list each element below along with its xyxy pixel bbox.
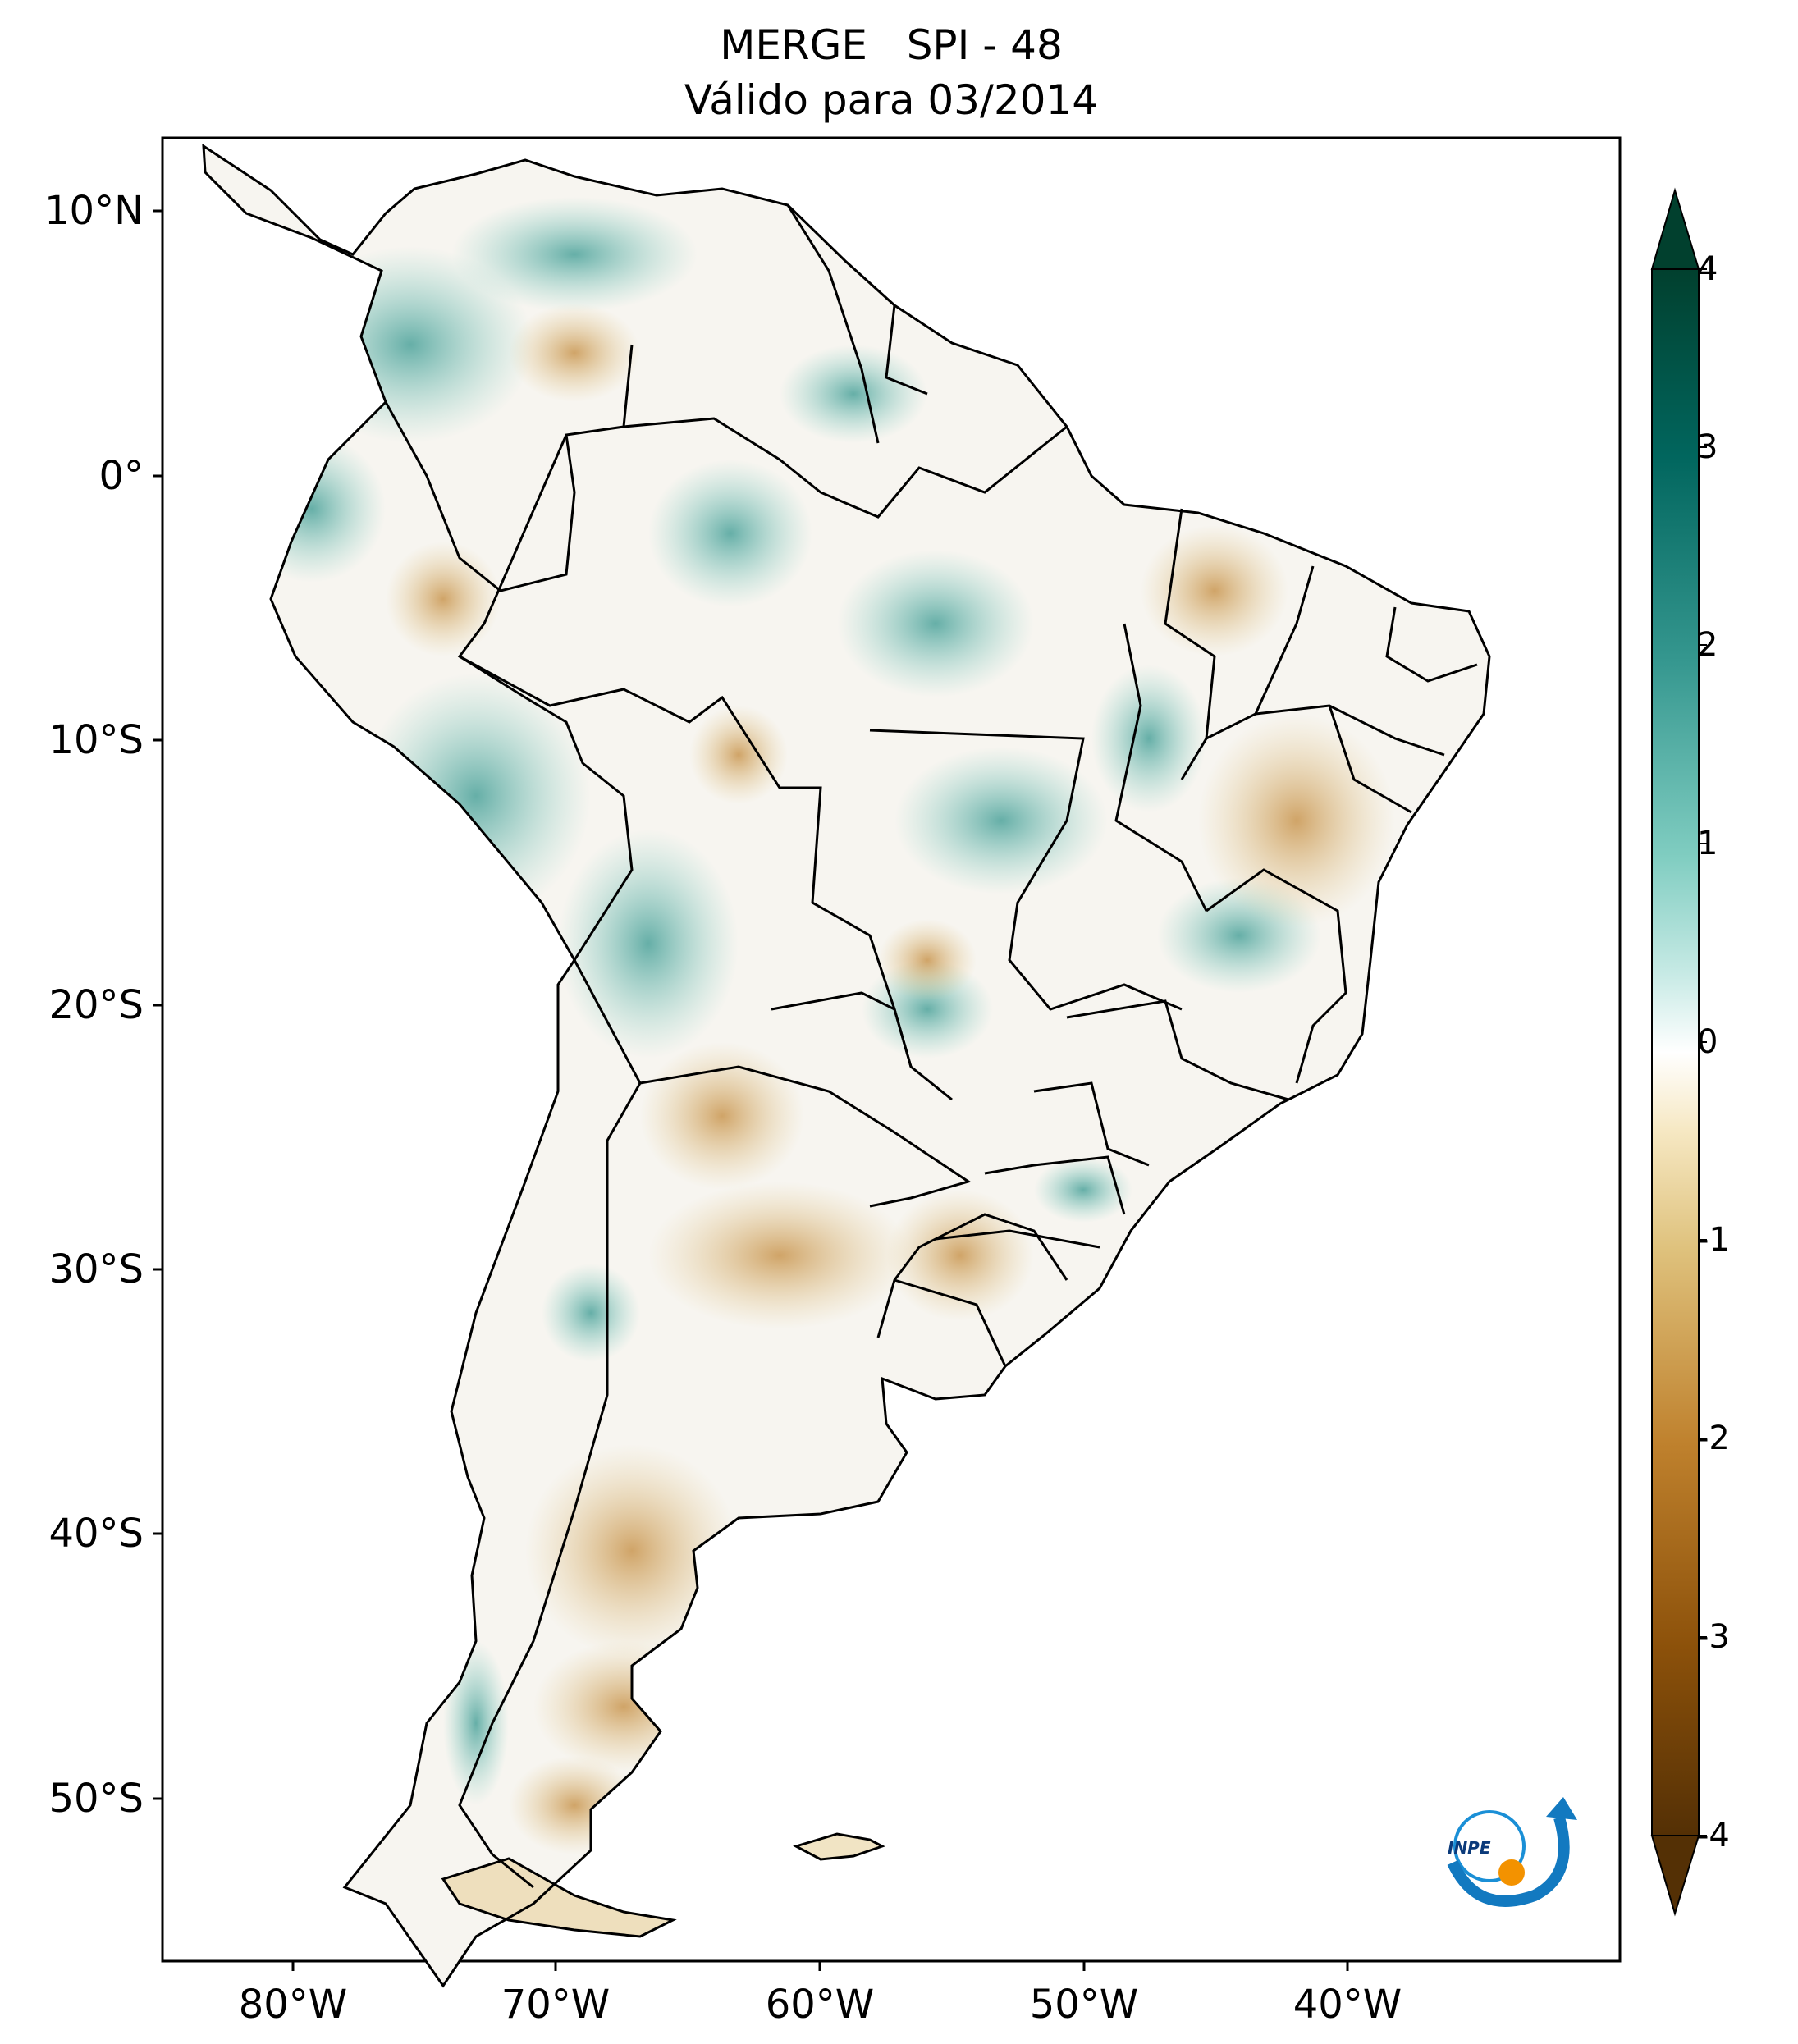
x-tick-label: 60°W (765, 1982, 875, 2028)
colorbar-tick-label: 1 (1697, 825, 1718, 862)
border-line (623, 417, 1068, 519)
dry-area (1141, 525, 1288, 656)
logo-swoosh (1447, 1816, 1570, 1907)
border-line (384, 344, 634, 592)
colorbar-tick-label: 3 (1697, 428, 1718, 466)
wet-area (837, 550, 1034, 697)
border-line (1328, 705, 1412, 814)
colorbar-top-extension (1650, 187, 1700, 270)
y-tick-label: 20°S (48, 982, 144, 1028)
dry-area (878, 919, 977, 1001)
y-tick-label: 0° (98, 453, 144, 499)
colorbar-body (1651, 268, 1700, 1836)
logo-arrow (1546, 1797, 1577, 1820)
inpe-logo (1447, 1797, 1577, 1907)
logo-ring (1453, 1810, 1526, 1882)
political-borders (384, 204, 1478, 1889)
wet-area (451, 197, 698, 312)
map-title: MERGE SPI - 48 (720, 21, 1063, 69)
logo-sun (1498, 1859, 1525, 1886)
axis-ticks (153, 209, 1349, 1971)
colorbar-tick-label: -3 (1697, 1618, 1730, 1656)
x-tick-label: 70°W (501, 1982, 611, 2028)
border-line (639, 1065, 972, 1208)
x-tick-label: 40°W (1292, 1982, 1402, 2028)
border-line (869, 729, 1183, 1011)
colorbar-tick-label: -4 (1697, 1817, 1730, 1854)
dry-area (886, 1190, 1034, 1321)
dry-area (386, 542, 501, 656)
falkland-islands (793, 1832, 885, 1861)
border-line (459, 655, 913, 1068)
tierra-del-fuego (441, 1857, 677, 1938)
wet-area (558, 829, 739, 1059)
border-line (771, 991, 953, 1101)
y-tick-label: 30°S (48, 1246, 144, 1292)
colorbar (1650, 187, 1707, 1917)
border-line (984, 1155, 1126, 1215)
logo-text: INPE (1448, 1838, 1491, 1858)
colorbar-tick-label: 2 (1697, 626, 1718, 664)
border-line (1114, 623, 1208, 912)
border-line (935, 1229, 1100, 1249)
border-line (1385, 606, 1478, 683)
border-line (1033, 1081, 1150, 1167)
border-line (458, 959, 642, 1889)
border-line (1206, 565, 1315, 740)
dry-area (689, 706, 788, 804)
border-line (457, 434, 634, 961)
wet-area (894, 747, 1108, 894)
border-line (876, 1213, 1068, 1338)
dry-area (648, 1182, 911, 1329)
colorbar-tick-label: 4 (1697, 250, 1718, 288)
colorbar-tick-label: 0 (1697, 1023, 1718, 1061)
y-tick-label: 40°S (48, 1511, 144, 1557)
colorbar-tick-label: -2 (1697, 1420, 1730, 1457)
dry-area (1198, 714, 1395, 927)
border-line (1164, 508, 1216, 780)
wet-area (1091, 665, 1206, 812)
colorbar-tick-label: -1 (1697, 1221, 1730, 1259)
border-line (885, 304, 928, 396)
wet-area (780, 345, 927, 443)
border-line (786, 204, 880, 444)
dry-area (640, 1042, 804, 1190)
dry-area (509, 304, 640, 402)
border-line (1255, 704, 1445, 757)
border-line (894, 1278, 1007, 1367)
y-tick-label: 50°S (48, 1776, 144, 1822)
border-line (1066, 999, 1289, 1101)
wet-area (1034, 1157, 1132, 1223)
wet-area (648, 460, 812, 607)
y-tick-label: 10°N (44, 188, 144, 234)
map-subtitle: Válido para 03/2014 (684, 76, 1099, 124)
border-line (1206, 868, 1347, 1084)
x-tick-label: 80°W (238, 1982, 348, 2028)
x-tick-label: 50°W (1029, 1982, 1139, 2028)
y-tick-label: 10°S (48, 717, 144, 763)
coastline (202, 144, 1491, 1988)
colorbar-bottom-extension (1650, 1835, 1700, 1917)
wet-area (542, 1264, 640, 1362)
